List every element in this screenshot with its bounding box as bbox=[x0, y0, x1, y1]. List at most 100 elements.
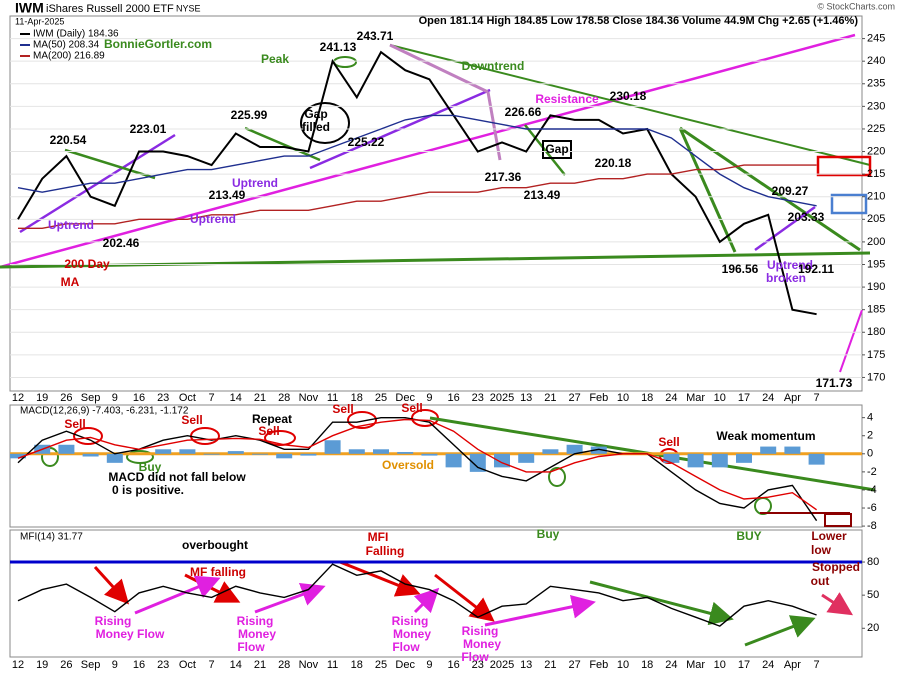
annotation: 223.01 bbox=[130, 122, 167, 136]
x-tick-label: 7 bbox=[814, 392, 820, 404]
annotation: Lower bbox=[811, 529, 847, 543]
x-tick-label: 26 bbox=[60, 392, 72, 404]
series-line bbox=[17, 563, 817, 627]
histogram-bar bbox=[784, 446, 801, 454]
panel-frames bbox=[9, 15, 863, 658]
panel-title: MACD(12,26,9) -7.403, -6.231, -1.172 bbox=[20, 406, 189, 417]
histogram-bar bbox=[663, 453, 680, 463]
histogram-bar bbox=[711, 453, 728, 468]
x-tick-label: 13 bbox=[520, 659, 532, 671]
x-tick-label: 14 bbox=[230, 392, 242, 404]
x-tick-label: 7 bbox=[209, 392, 215, 404]
annotation: 220.54 bbox=[50, 133, 87, 147]
x-tick-label: 21 bbox=[544, 392, 556, 404]
x-tick-label: Apr bbox=[784, 392, 801, 404]
annotation: Flow bbox=[461, 650, 489, 664]
x-tick-label: 12 bbox=[12, 659, 24, 671]
histogram-bar bbox=[421, 453, 438, 456]
date: 11-Apr-2025 bbox=[15, 16, 64, 26]
y-tick-label: -6 bbox=[867, 502, 877, 514]
x-tick-label: 10 bbox=[714, 659, 726, 671]
y-tick-label: 180 bbox=[867, 326, 885, 338]
x-tick-label: Feb bbox=[589, 392, 608, 404]
annotation: 202.46 bbox=[103, 236, 140, 250]
x-tick-label: 16 bbox=[447, 392, 459, 404]
x-tick-label: 12 bbox=[12, 392, 24, 404]
annotation: 243.71 bbox=[357, 29, 394, 43]
y-tick-label: -4 bbox=[867, 484, 877, 496]
y-tick-label: 240 bbox=[867, 55, 885, 67]
annotation: broken bbox=[766, 271, 806, 285]
x-tick-label: Mar bbox=[686, 659, 705, 671]
annotation: 200 Day bbox=[64, 257, 110, 271]
y-tick-label: 185 bbox=[867, 304, 885, 316]
symbol: IWM bbox=[15, 0, 44, 16]
annotation: Sell bbox=[64, 417, 85, 431]
x-tick-label: 18 bbox=[351, 659, 363, 671]
y-tick-label: 220 bbox=[867, 145, 885, 157]
x-tick-label: 18 bbox=[641, 392, 653, 404]
annotation: Money bbox=[393, 627, 431, 641]
annotation: out bbox=[811, 574, 830, 588]
y-tick-label: 200 bbox=[867, 236, 885, 248]
y-tick-label: 190 bbox=[867, 281, 885, 293]
exchange: NYSE bbox=[176, 3, 201, 13]
annotation: overbought bbox=[182, 538, 248, 552]
annotation: Uptrend bbox=[232, 176, 278, 190]
y-tick-label: 245 bbox=[867, 32, 885, 44]
y-tick-label: 205 bbox=[867, 213, 885, 225]
annotation: 241.13 bbox=[320, 40, 357, 54]
x-tick-label: 17 bbox=[738, 659, 750, 671]
annotation: Rising bbox=[392, 614, 429, 628]
annotation: Repeat bbox=[252, 412, 292, 426]
histogram-bar bbox=[397, 451, 414, 454]
annotation: Sell bbox=[658, 435, 679, 449]
x-tick-label: 2025 bbox=[490, 392, 514, 404]
x-tick-label: Feb bbox=[589, 659, 608, 671]
x-tick-label: 23 bbox=[157, 659, 169, 671]
x-tick-label: 2025 bbox=[490, 659, 514, 671]
y-tick-label: -2 bbox=[867, 466, 877, 478]
x-tick-label: 24 bbox=[665, 392, 677, 404]
annotation: BUY bbox=[736, 529, 761, 543]
histogram-bar bbox=[106, 453, 123, 463]
x-tick-label: Nov bbox=[299, 659, 319, 671]
annotation: Falling bbox=[366, 544, 405, 558]
annotation: Rising bbox=[95, 614, 132, 628]
panel: 170 175 180 185 190 195 200 205 210 215 220 225 230 2… bbox=[10, 29, 885, 404]
x-tick-label: 23 bbox=[472, 392, 484, 404]
histogram-bar bbox=[82, 453, 99, 457]
annotation: 230.18 bbox=[610, 89, 647, 103]
security-name: iShares Russell 2000 ETF bbox=[46, 3, 174, 15]
annotation: Sell bbox=[401, 401, 422, 415]
histogram-bar bbox=[590, 446, 607, 454]
y-tick-label: -8 bbox=[867, 520, 877, 532]
x-tick-label: 18 bbox=[641, 659, 653, 671]
x-tick-label: 21 bbox=[254, 392, 266, 404]
x-tick-label: Mar bbox=[686, 392, 705, 404]
histogram-bar bbox=[566, 444, 583, 454]
annotation: 226.66 bbox=[505, 105, 542, 119]
x-tick-label: 11 bbox=[327, 392, 338, 404]
y-tick-label: 170 bbox=[867, 371, 885, 383]
histogram-bar bbox=[373, 449, 389, 454]
y-tick-label: 175 bbox=[867, 349, 885, 361]
histogram-bar bbox=[518, 453, 535, 463]
annotation: 203.33 bbox=[788, 210, 825, 224]
histogram-bar bbox=[808, 453, 825, 465]
x-tick-label: 10 bbox=[617, 392, 629, 404]
series-line bbox=[17, 50, 817, 316]
x-tick-label: 13 bbox=[520, 392, 532, 404]
annotation: MACD did not fall below bbox=[108, 470, 246, 484]
x-tick-label: 7 bbox=[814, 659, 820, 671]
histogram-bar bbox=[469, 453, 486, 472]
annotation: Rising bbox=[237, 614, 274, 628]
x-tick-label: 24 bbox=[665, 659, 677, 671]
histogram-bar bbox=[300, 453, 317, 456]
histogram-bar bbox=[542, 449, 559, 454]
x-tick-label: 25 bbox=[375, 392, 387, 404]
x-tick-label: 16 bbox=[133, 659, 145, 671]
x-tick-label: 9 bbox=[426, 659, 432, 671]
histogram-bar bbox=[324, 440, 341, 454]
